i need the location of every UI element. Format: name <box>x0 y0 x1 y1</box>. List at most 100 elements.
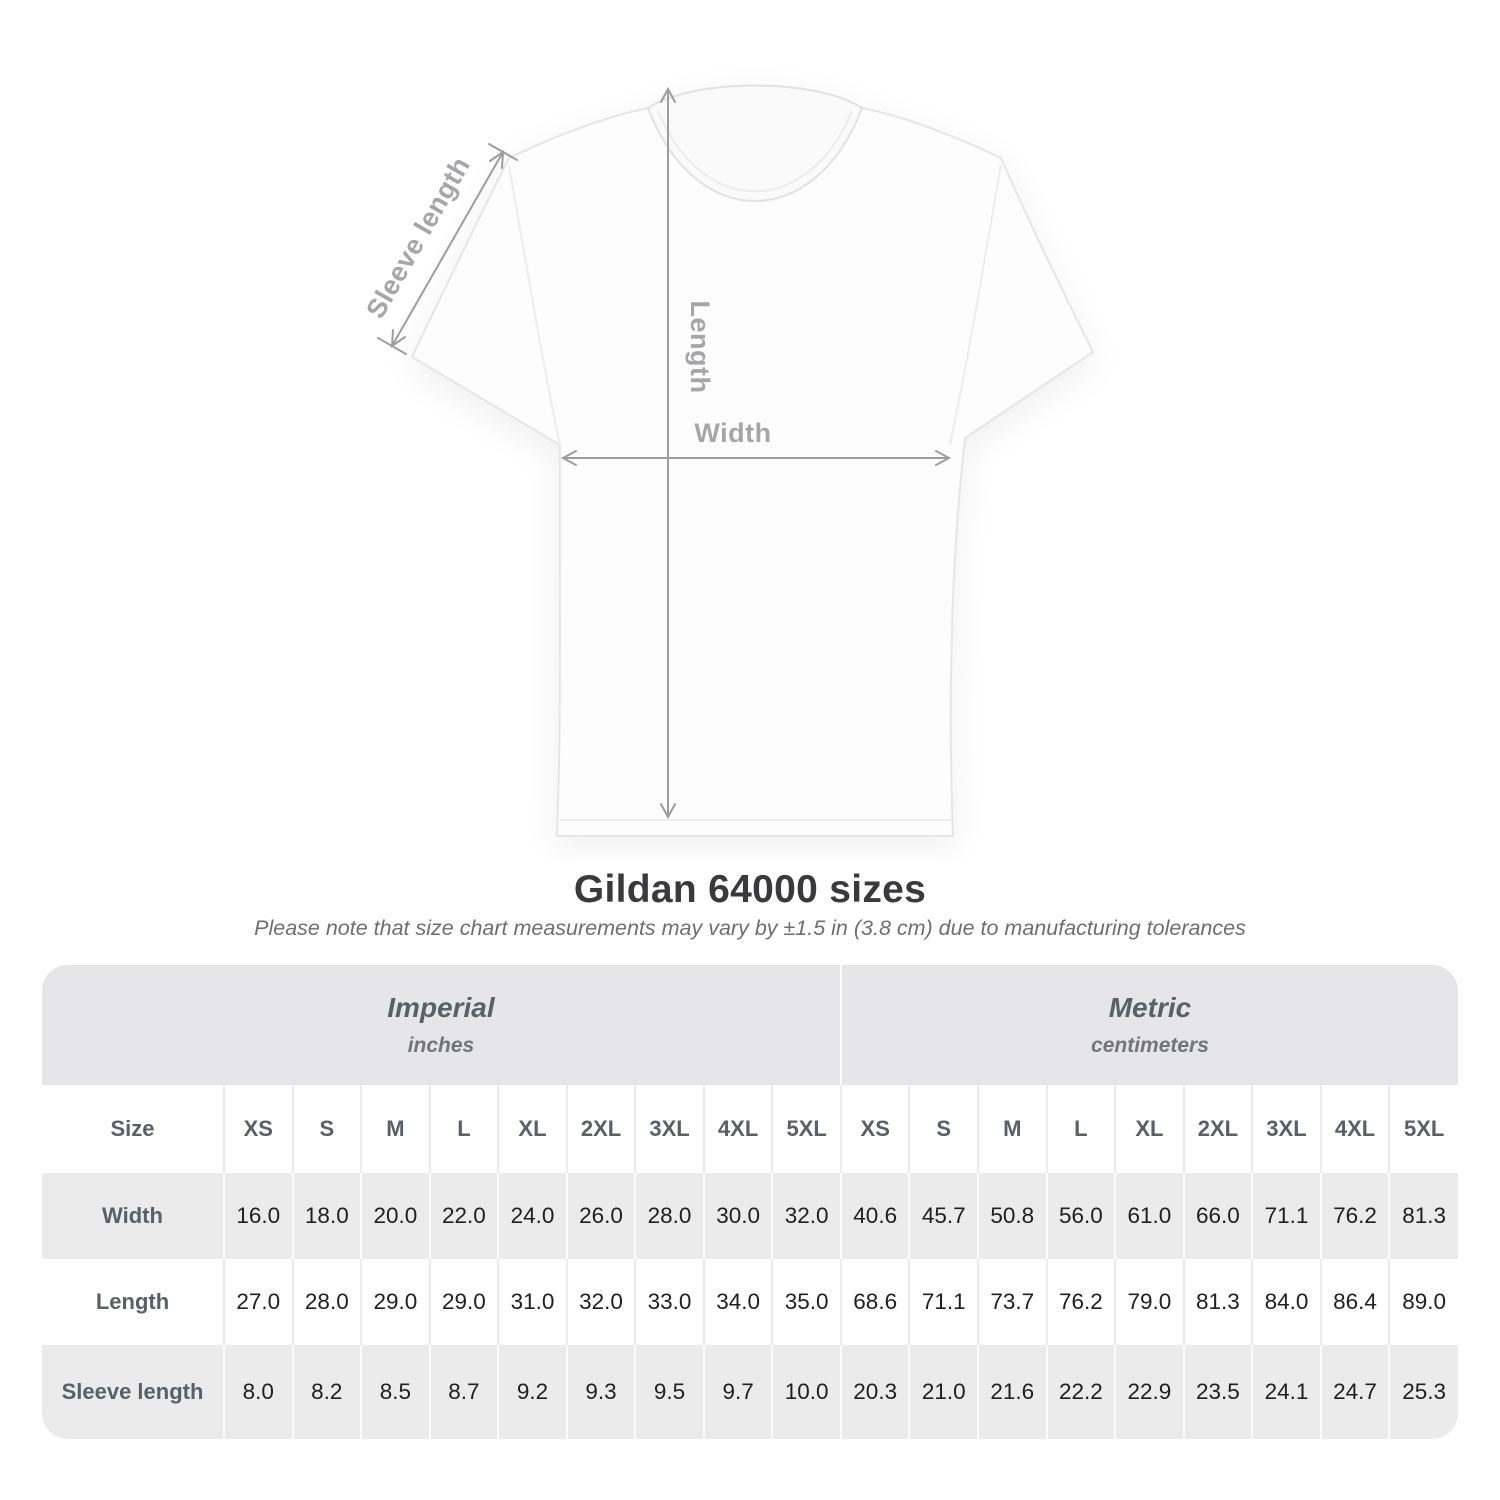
measurement-value-cell: 22.0 <box>428 1173 499 1259</box>
length-measure-arrow <box>660 86 676 820</box>
size-table: Imperial inches Metric centimeters Size … <box>42 965 1458 1439</box>
tolerance-note: Please note that size chart measurements… <box>254 916 1246 940</box>
tshirt-diagram-svg: Length Width Sleeve length <box>360 84 1095 837</box>
measurement-value-cell: 28.0 <box>291 1259 362 1345</box>
measurement-row: Sleeve length 8.0 8.2 8.5 8.7 9.2 9.3 9.5 9.7 10.… <box>42 1345 1458 1439</box>
measurement-value-cell: 8.5 <box>360 1345 430 1439</box>
measurement-value-cell: 29.0 <box>360 1259 430 1345</box>
tshirt-collar-inner-seam <box>657 110 853 193</box>
measurement-value-cell: 61.0 <box>1114 1173 1184 1259</box>
size-header-cell: 3XL <box>1251 1085 1321 1173</box>
measurement-value-cell: 21.6 <box>977 1345 1047 1439</box>
measurement-value-cell: 86.4 <box>1319 1259 1390 1345</box>
size-header-row: Size XS S M L XL 2XL 3XL 4XL 5XL XS S M L XL 2XL 3XL 4XL… <box>42 1085 1458 1173</box>
measurement-value-cell: 23.5 <box>1182 1345 1253 1439</box>
measurement-value-cell: 76.2 <box>1319 1173 1390 1259</box>
measurement-value-cell: 24.7 <box>1319 1345 1390 1439</box>
measurement-value-cell: 68.6 <box>839 1259 910 1345</box>
size-header-cell: 5XL <box>1388 1085 1458 1173</box>
measurement-value-cell: 84.0 <box>1251 1259 1321 1345</box>
measurement-value-cell: 28.0 <box>634 1173 704 1259</box>
measurement-value-cell: 27.0 <box>223 1259 293 1345</box>
measurement-value-cell: 26.0 <box>565 1173 636 1259</box>
measurement-value-cell: 9.2 <box>497 1345 567 1439</box>
measurement-value-cell: 24.0 <box>497 1173 567 1259</box>
tshirt-right-sleeve-seam <box>949 164 1002 446</box>
measurement-row: Width 16.0 18.0 20.0 22.0 24.0 26.0 28.0 30.0 32.… <box>42 1173 1458 1259</box>
size-column-label: Size <box>110 1116 155 1141</box>
measurement-value-cell: 79.0 <box>1114 1259 1184 1345</box>
tshirt-illustration <box>410 84 1095 837</box>
measurement-value-cell: 35.0 <box>771 1259 841 1345</box>
measurement-value-cell: 24.1 <box>1251 1345 1321 1439</box>
measurement-value-cell: 8.7 <box>428 1345 499 1439</box>
size-header-cell: S <box>291 1085 362 1173</box>
width-measure-arrow <box>560 450 952 466</box>
measurement-value-cell: 81.3 <box>1182 1259 1253 1345</box>
measurement-value-cell: 31.0 <box>497 1259 567 1345</box>
measurement-value-cell: 73.7 <box>977 1259 1047 1345</box>
measurement-row: Length 27.0 28.0 29.0 29.0 31.0 32.0 33.0 34.0 35… <box>42 1259 1458 1345</box>
measurement-row-label: Length <box>95 1289 170 1314</box>
size-header-cell: 2XL <box>565 1085 636 1173</box>
size-header-cell: M <box>977 1085 1047 1173</box>
measurement-value-cell: 9.5 <box>634 1345 704 1439</box>
unit-header-row: Imperial inches Metric centimeters <box>42 965 1458 1085</box>
width-label: Width <box>694 418 771 448</box>
measurement-value-cell: 50.8 <box>977 1173 1047 1259</box>
measurement-value-cell: 76.2 <box>1045 1259 1116 1345</box>
measurement-value-cell: 71.1 <box>908 1259 979 1345</box>
measurement-value-cell: 45.7 <box>908 1173 979 1259</box>
measurement-value-cell: 22.9 <box>1114 1345 1184 1439</box>
measurement-value-cell: 89.0 <box>1388 1259 1458 1345</box>
size-header-cell: XL <box>497 1085 567 1173</box>
measurement-value-cell: 81.3 <box>1388 1173 1458 1259</box>
measurement-value-cell: 34.0 <box>702 1259 773 1345</box>
measurement-value-cell: 25.3 <box>1388 1345 1458 1439</box>
size-header-cell: 2XL <box>1182 1085 1253 1173</box>
measurement-value-cell: 20.3 <box>839 1345 910 1439</box>
metric-unit-header: Metric centimeters <box>839 965 1458 1085</box>
measurement-value-cell: 32.0 <box>565 1259 636 1345</box>
metric-unit-name: Metric <box>1108 992 1192 1023</box>
measurement-value-cell: 21.0 <box>908 1345 979 1439</box>
measurement-value-cell: 18.0 <box>291 1173 362 1259</box>
sleeve-length-measure-arrow <box>377 143 518 355</box>
size-header-cell: XS <box>839 1085 910 1173</box>
measurement-value-cell: 71.1 <box>1251 1173 1321 1259</box>
size-header-cell: S <box>908 1085 979 1173</box>
size-header-cell: 4XL <box>702 1085 773 1173</box>
tshirt-measurement-diagram: Length Width Sleeve length <box>360 84 1095 837</box>
length-label: Length <box>685 301 715 394</box>
measurement-value-cell: 9.3 <box>565 1345 636 1439</box>
size-header-cell: 4XL <box>1319 1085 1390 1173</box>
measurement-value-cell: 9.7 <box>702 1345 773 1439</box>
measurement-value-cell: 40.6 <box>839 1173 910 1259</box>
measurement-row-label: Width <box>102 1203 163 1228</box>
size-chart-table: Imperial inches Metric centimeters Size … <box>42 965 1458 1439</box>
measurement-value-cell: 8.2 <box>291 1345 362 1439</box>
metric-unit-sub: centimeters <box>1091 1034 1209 1057</box>
size-header-cell: M <box>360 1085 430 1173</box>
imperial-unit-name: Imperial <box>387 992 495 1023</box>
tshirt-left-sleeve-seam <box>508 164 561 446</box>
measurement-value-cell: 20.0 <box>360 1173 430 1259</box>
imperial-unit-sub: inches <box>407 1034 475 1057</box>
measurement-value-cell: 30.0 <box>702 1173 773 1259</box>
size-header-cell: L <box>1045 1085 1116 1173</box>
measurement-value-cell: 10.0 <box>771 1345 841 1439</box>
imperial-unit-header: Imperial inches <box>42 965 841 1085</box>
measurement-value-cell: 8.0 <box>223 1345 293 1439</box>
measurement-row-label: Sleeve length <box>61 1379 204 1404</box>
measurement-value-cell: 56.0 <box>1045 1173 1116 1259</box>
measurement-value-cell: 16.0 <box>223 1173 293 1259</box>
measurement-value-cell: 29.0 <box>428 1259 499 1345</box>
size-header-cell: XL <box>1114 1085 1184 1173</box>
size-header-cell: 5XL <box>771 1085 841 1173</box>
page-title: Gildan 64000 sizes <box>573 868 927 911</box>
size-header-cell: XS <box>223 1085 293 1173</box>
measurement-value-cell: 32.0 <box>771 1173 841 1259</box>
measurement-value-cell: 33.0 <box>634 1259 704 1345</box>
size-header-cell: 3XL <box>634 1085 704 1173</box>
size-header-cell: L <box>428 1085 499 1173</box>
